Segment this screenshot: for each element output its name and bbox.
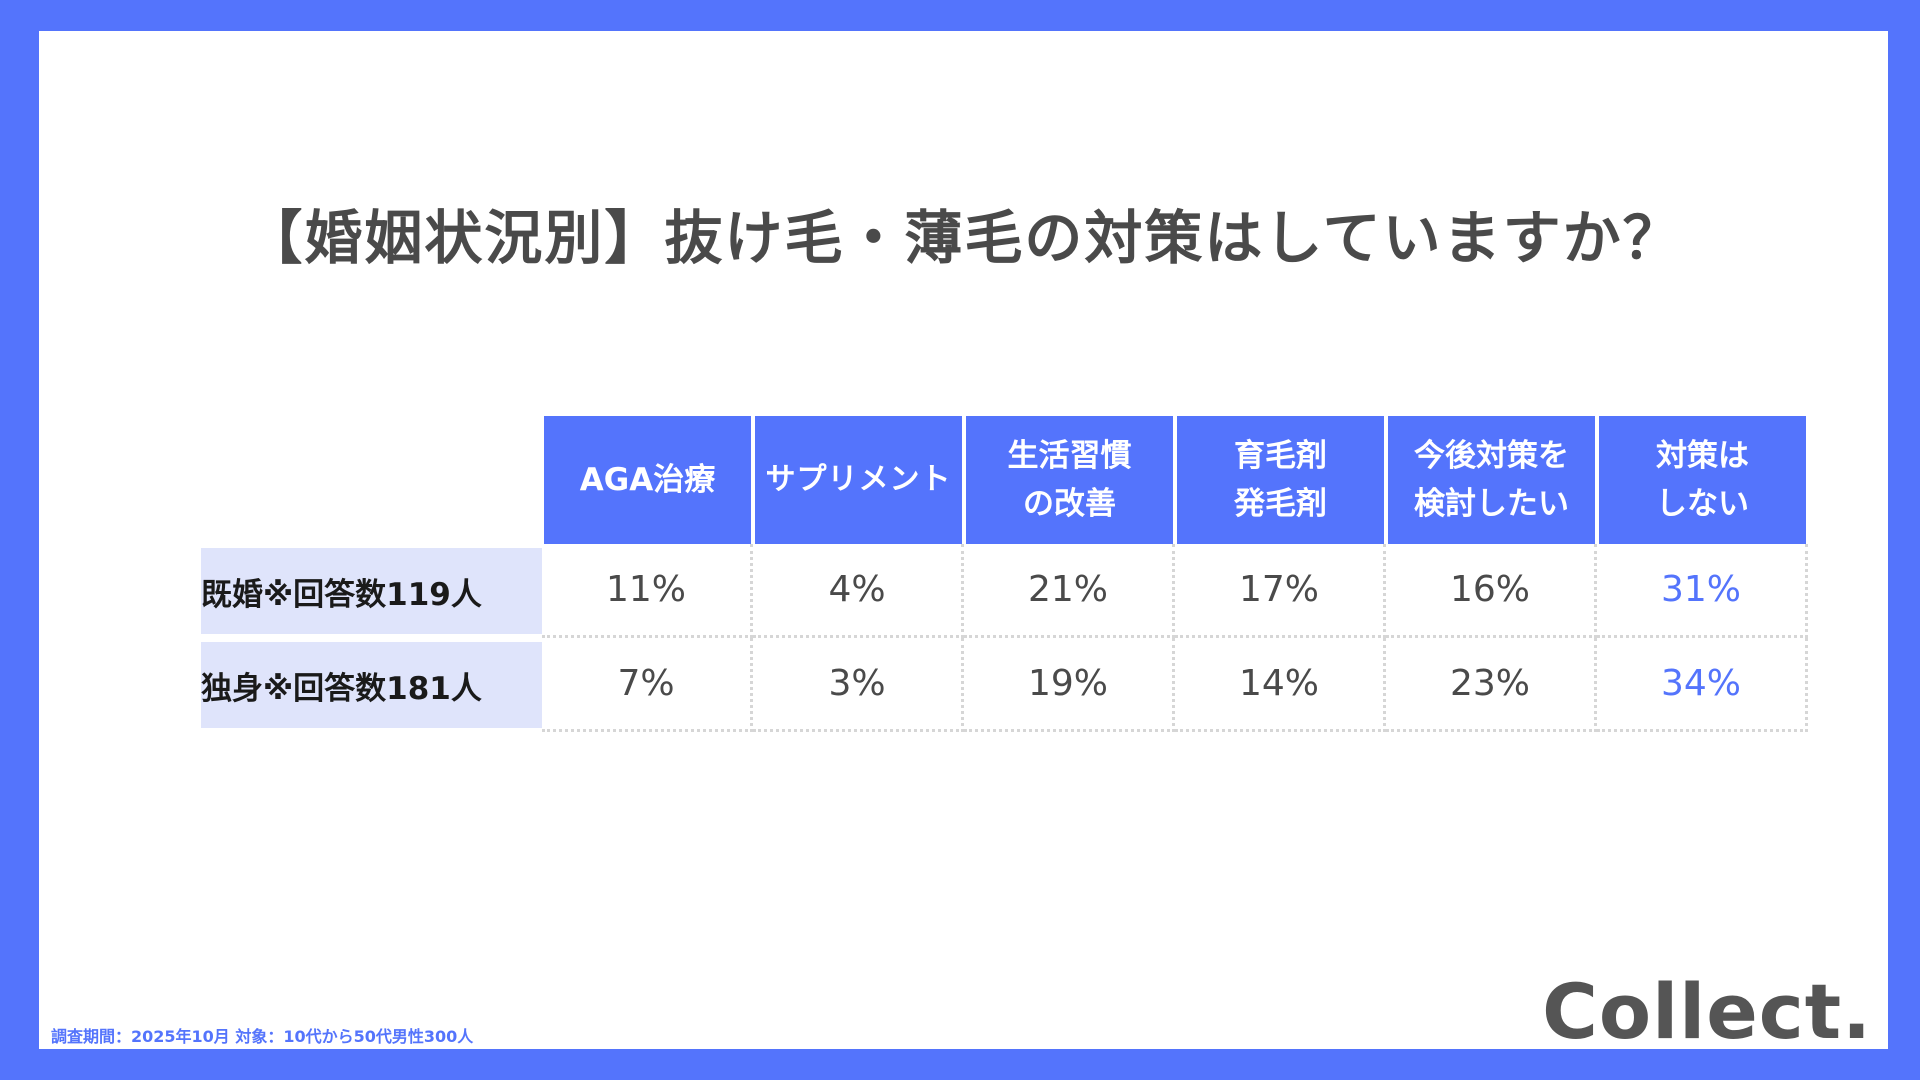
table-cell: 11% <box>542 544 753 638</box>
slide-card: 【婚姻状況別】抜け毛・薄毛の対策はしていますか？ AGA治療 サプリメント 生活… <box>39 31 1888 1049</box>
survey-footnote: 調査期間：2025年10月 対象：10代から50代男性300人 <box>51 1027 474 1046</box>
table-cell: 7% <box>542 638 753 732</box>
table-header-row: AGA治療 サプリメント 生活習慣 の改善 育毛剤 発毛剤 今後対策を 検討した… <box>201 416 1808 544</box>
table-cell: 14% <box>1175 638 1386 732</box>
table-cell-highlight: 31% <box>1597 544 1808 638</box>
table-cell-highlight: 34% <box>1597 638 1808 732</box>
table-row: 既婚※回答数119人 11% 4% 21% 17% 16% 31% <box>201 544 1808 638</box>
column-header: 育毛剤 発毛剤 <box>1175 416 1386 544</box>
table-cell: 19% <box>964 638 1175 732</box>
table-cell: 23% <box>1386 638 1597 732</box>
table-cell: 17% <box>1175 544 1386 638</box>
table-row: 独身※回答数181人 7% 3% 19% 14% 23% 34% <box>201 638 1808 732</box>
row-header: 既婚※回答数119人 <box>201 544 542 638</box>
column-header: サプリメント <box>753 416 964 544</box>
row-header: 独身※回答数181人 <box>201 638 542 732</box>
column-header: AGA治療 <box>542 416 753 544</box>
brand-logo: Collect. <box>1542 967 1872 1056</box>
table-cell: 4% <box>753 544 964 638</box>
table-cell: 3% <box>753 638 964 732</box>
page-title: 【婚姻状況別】抜け毛・薄毛の対策はしていますか？ <box>244 204 1683 272</box>
column-header: 生活習慣 の改善 <box>964 416 1175 544</box>
column-header: 今後対策を 検討したい <box>1386 416 1597 544</box>
table-cell: 16% <box>1386 544 1597 638</box>
column-header: 対策は しない <box>1597 416 1808 544</box>
table-cell: 21% <box>964 544 1175 638</box>
table-corner <box>201 416 542 544</box>
survey-table: AGA治療 サプリメント 生活習慣 の改善 育毛剤 発毛剤 今後対策を 検討した… <box>201 416 1808 732</box>
